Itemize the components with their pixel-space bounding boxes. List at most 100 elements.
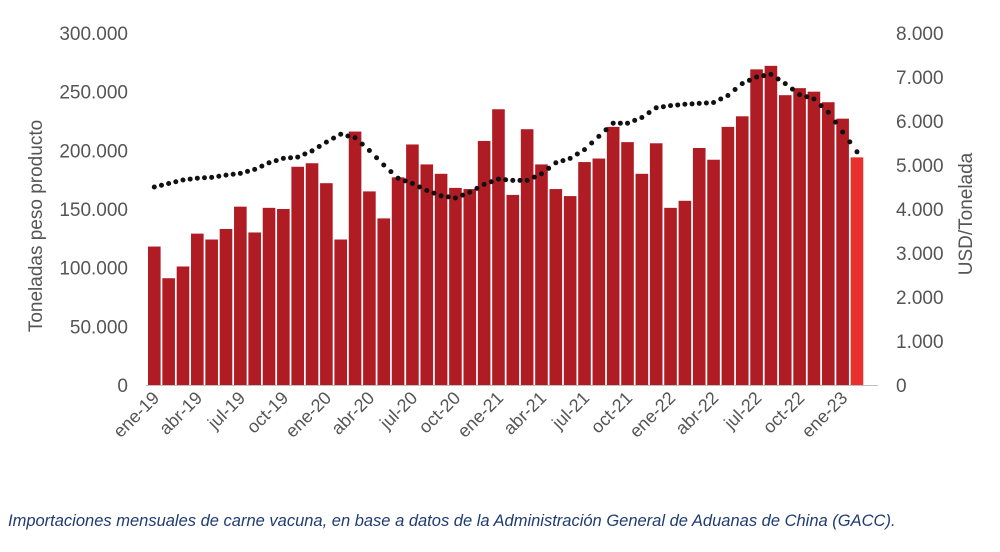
volume-bar	[821, 102, 835, 385]
volume-bar	[649, 143, 663, 385]
right-y-tick-label: 7.000	[896, 68, 944, 89]
volume-bar	[219, 228, 233, 385]
volume-bar	[406, 144, 419, 385]
volume-bar	[463, 189, 477, 385]
price-dot	[668, 103, 674, 109]
volume-bar	[320, 183, 333, 385]
price-dot	[245, 168, 251, 174]
left-y-tick-label: 250.000	[59, 83, 128, 104]
price-dot	[237, 170, 243, 176]
price-dot	[230, 171, 236, 177]
price-dot	[352, 135, 358, 141]
volume-bar	[449, 187, 462, 385]
price-dot	[789, 86, 795, 92]
price-dot	[452, 195, 458, 201]
volume-bar	[506, 194, 520, 385]
price-dot	[703, 100, 709, 106]
price-dot	[194, 175, 200, 181]
volume-bar	[234, 206, 247, 385]
price-dot	[782, 81, 788, 87]
price-dot	[825, 109, 831, 115]
price-dot	[603, 127, 609, 133]
price-dot	[409, 180, 415, 186]
price-dot	[209, 174, 215, 180]
volume-bar	[248, 232, 261, 385]
price-dot	[625, 120, 631, 126]
volume-bar	[807, 91, 821, 386]
price-dot	[711, 100, 717, 106]
x-tick-label: jul-22	[719, 388, 765, 434]
right-y-tick-label: 4.000	[896, 200, 944, 221]
volume-bar	[578, 162, 591, 385]
price-dot	[732, 87, 738, 93]
volume-bar	[277, 209, 290, 385]
volume-bar	[764, 65, 778, 385]
right-axis-title: USD/Tonelada	[956, 152, 977, 275]
x-axis: ene-19abr-19jul-19oct-19ene-20abr-20jul-…	[109, 385, 878, 442]
price-dot	[460, 192, 466, 198]
left-y-tick-label: 150.000	[59, 200, 128, 221]
price-dot	[675, 102, 681, 108]
chart-caption: Importaciones mensuales de carne vacuna,…	[8, 512, 896, 530]
price-dot	[187, 176, 193, 182]
price-dot	[725, 92, 731, 98]
price-dot	[517, 177, 523, 183]
volume-bar	[305, 163, 319, 385]
price-dot	[660, 104, 666, 110]
price-dot	[495, 176, 501, 182]
x-tick-label: jul-19	[203, 388, 249, 434]
price-dot	[331, 135, 337, 141]
volume-bar	[205, 239, 218, 385]
price-dot	[302, 151, 308, 157]
price-dot	[582, 147, 587, 153]
price-dot	[768, 71, 774, 77]
x-tick-label: ene-23	[798, 388, 852, 442]
volume-bar	[262, 207, 276, 385]
price-dot	[653, 105, 659, 111]
price-dot	[309, 148, 315, 154]
x-tick-label: abr-19	[155, 388, 206, 439]
right-y-tick-label: 6.000	[896, 112, 944, 133]
price-dot	[689, 101, 695, 107]
price-dot	[818, 103, 824, 109]
right-y-tick-label: 8.000	[896, 24, 944, 45]
volume-bar	[148, 246, 161, 385]
volume-bar	[535, 164, 548, 385]
price-dot	[166, 180, 172, 186]
volume-bar	[162, 278, 175, 385]
price-dot	[201, 175, 207, 181]
price-dot	[388, 169, 394, 175]
price-dot	[639, 114, 645, 120]
price-dot	[854, 149, 860, 155]
volume-bar	[176, 266, 190, 385]
volume-bar	[191, 233, 204, 385]
x-tick-label: jul-20	[375, 388, 421, 434]
price-dot	[560, 158, 566, 164]
price-dot	[775, 76, 781, 82]
volume-bar	[477, 140, 491, 385]
price-dot	[840, 129, 846, 135]
price-dot	[259, 163, 265, 169]
price-dot	[431, 190, 437, 196]
volume-bar	[778, 95, 792, 385]
volume-bar	[348, 131, 362, 385]
price-dot	[718, 96, 724, 102]
volume-bar	[621, 142, 634, 385]
price-dot	[323, 139, 329, 145]
price-dot	[553, 160, 559, 166]
right-y-axis: 0 1.000 2.000 3.000 4.000 5.000 6.000 7.000 8.00…	[896, 24, 944, 397]
price-line-series	[151, 71, 860, 201]
volume-bar	[520, 129, 534, 385]
volume-bar	[334, 239, 348, 385]
volume-bar	[635, 173, 649, 385]
price-dot	[280, 155, 286, 161]
price-dot	[617, 120, 623, 126]
volume-bar	[692, 147, 706, 385]
volume-bar	[420, 164, 434, 385]
x-tick-label: abr-21	[499, 388, 550, 439]
price-dot	[173, 179, 179, 185]
price-dot	[761, 73, 767, 79]
price-dot	[832, 119, 838, 125]
price-dot	[646, 110, 652, 116]
price-dot	[574, 151, 580, 157]
